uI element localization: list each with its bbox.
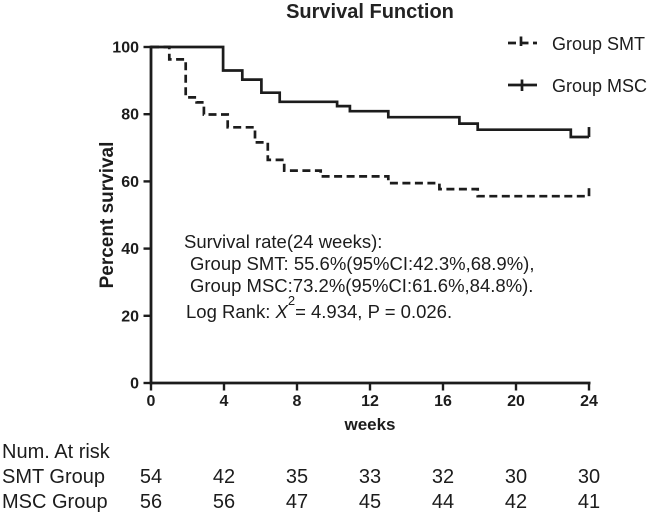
y-tick-label: 40 (121, 241, 139, 258)
at-risk-value: 33 (358, 466, 382, 488)
y-tick-label: 60 (121, 174, 139, 191)
at-risk-header: Num. At risk (2, 441, 110, 463)
x-tick-label: 8 (293, 393, 302, 410)
legend-label-smt: Group SMT (552, 34, 646, 54)
at-risk-value: 47 (285, 491, 309, 513)
logrank-stats: = 4.934, P = 0.026. (295, 301, 453, 322)
y-tick-label: 80 (121, 107, 139, 124)
x-tick-label: 16 (434, 393, 452, 410)
chi-symbol: X (275, 301, 288, 322)
y-tick-label: 0 (130, 376, 139, 393)
at-risk-value: 42 (212, 466, 236, 488)
at-risk-row-msc: MSC Group 56 56 47 45 44 42 41 (0, 491, 653, 515)
at-risk-label-msc: MSC Group (2, 491, 108, 513)
chart-title: Survival Function (286, 1, 454, 23)
x-tick-label: 4 (220, 393, 229, 410)
chi-exponent: 2 (287, 292, 296, 308)
at-risk-value: 44 (431, 491, 455, 513)
legend-label-msc: Group MSC (552, 76, 648, 96)
curve-group-smt (151, 45, 589, 198)
at-risk-value: 41 (577, 491, 601, 513)
at-risk-value: 30 (577, 466, 601, 488)
y-axis-title: Percent survival (97, 141, 118, 289)
at-risk-value: 56 (212, 491, 236, 513)
at-risk-value: 42 (504, 491, 528, 513)
logrank-prefix: Log Rank: (186, 301, 276, 322)
x-tick-label: 20 (507, 393, 525, 410)
x-axis-title: weeks (344, 415, 396, 434)
annotation-block: Survival rate(24 weeks): Group SMT: 55.6… (184, 231, 534, 323)
x-tick-label: 24 (580, 393, 598, 410)
annotation-logrank: Log Rank: X2= 4.934, P = 0.026. (184, 294, 534, 323)
at-risk-value: 35 (285, 466, 309, 488)
annotation-smt-rate: Group SMT: 55.6%(95%CI:42.3%,68.9%), (190, 253, 535, 274)
y-tick-label: 20 (121, 308, 139, 325)
y-tick-label: 100 (112, 40, 139, 57)
at-risk-value: 30 (504, 466, 528, 488)
at-risk-value: 45 (358, 491, 382, 513)
at-risk-value: 54 (139, 466, 163, 488)
at-risk-label-smt: SMT Group (2, 466, 105, 488)
curve-group-msc (151, 45, 589, 139)
at-risk-value: 56 (139, 491, 163, 513)
x-tick-label: 0 (147, 393, 156, 410)
annotation-survival-rate-header: Survival rate(24 weeks): (184, 231, 383, 252)
annotation-msc-rate: Group MSC:73.2%(95%CI:61.6%,84.8%). (190, 275, 534, 296)
x-tick-label: 12 (361, 393, 379, 410)
at-risk-value: 32 (431, 466, 455, 488)
at-risk-row-smt: SMT Group 54 42 35 33 32 30 30 (0, 466, 653, 490)
